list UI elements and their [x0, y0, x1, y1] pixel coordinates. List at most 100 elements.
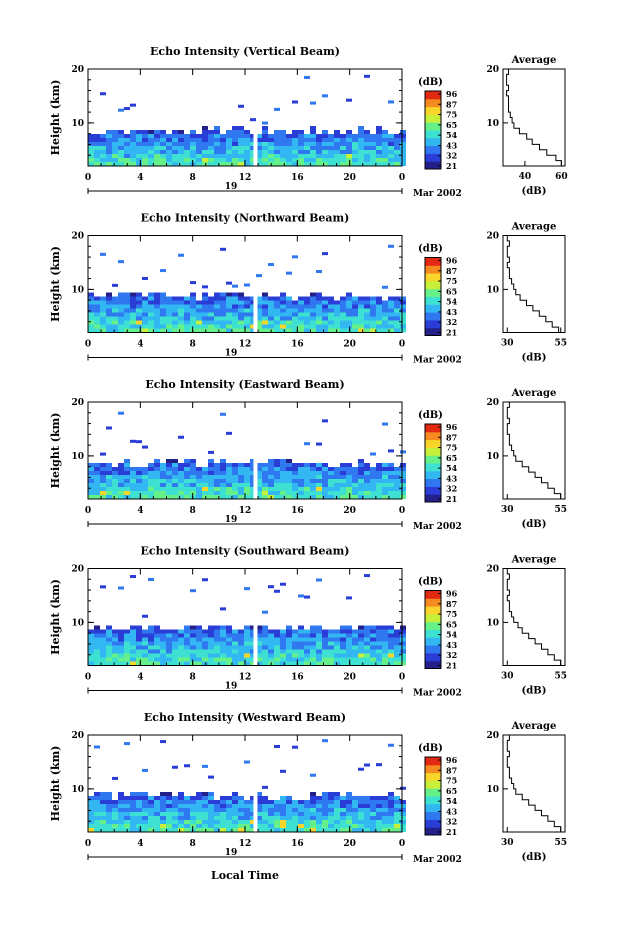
heatmap-cell: [286, 657, 292, 662]
heatmap-cell: [124, 824, 130, 828]
heatmap-cell: [364, 629, 370, 634]
heatmap-cell: [310, 796, 316, 800]
heatmap-cell: [346, 316, 352, 321]
heatmap-cell: [154, 820, 160, 824]
y-axis-label: Height (km): [49, 246, 62, 322]
heatmap-cell: [244, 804, 250, 808]
heatmap-cell: [208, 320, 214, 325]
heatmap-cell: [220, 812, 226, 816]
heatmap-cell: [130, 328, 136, 333]
heatmap-cell: [244, 130, 250, 134]
heatmap-cell: [400, 162, 406, 166]
heatmap-cell: [376, 300, 382, 305]
heatmap-cell: [298, 158, 304, 162]
heatmap-cell: [286, 300, 292, 305]
heatmap-cell: [136, 440, 142, 444]
heatmap-cell: [142, 162, 148, 166]
heatmap-cell: [88, 828, 94, 832]
heatmap-cell: [100, 645, 106, 650]
heatmap-cell: [118, 146, 124, 150]
heatmap-cell: [154, 804, 160, 808]
heatmap-cell: [154, 491, 160, 495]
heatmap-cell: [178, 475, 184, 479]
heatmap-cell: [322, 495, 328, 499]
heatmap-cell: [232, 300, 238, 305]
heatmap-cell: [334, 792, 340, 796]
heatmap-cell: [256, 657, 262, 662]
heatmap-cell: [292, 308, 298, 313]
beam-chart-1: Echo Intensity (Northward Beam)Height (k…: [49, 212, 567, 366]
heatmap-cell: [94, 745, 100, 749]
heatmap-cell: [100, 328, 106, 333]
heatmap-cell: [268, 657, 274, 662]
heatmap-cell: [262, 324, 268, 329]
heatmap-cell: [262, 649, 268, 654]
heatmap-cell: [304, 483, 310, 487]
heatmap-cell: [250, 649, 256, 654]
heatmap-cell: [244, 645, 250, 650]
heatmap-cell: [238, 142, 244, 146]
heatmap-cell: [94, 495, 100, 499]
heatmap-cell: [256, 312, 262, 317]
heatmap-cell: [118, 800, 124, 804]
heatmap-cell: [382, 138, 388, 142]
heatmap-cell: [94, 324, 100, 329]
heatmap-cell: [166, 138, 172, 142]
heatmap-cell: [148, 661, 154, 666]
heatmap-cell: [184, 146, 190, 150]
heatmap-cell: [388, 637, 394, 642]
heatmap-cell: [316, 487, 322, 491]
heatmap-cell: [166, 653, 172, 658]
average-x-tick-label: 55: [554, 838, 567, 848]
heatmap-cell: [394, 633, 400, 638]
heatmap-cell: [124, 300, 130, 305]
heatmap-cell: [298, 475, 304, 479]
heatmap-cell: [250, 800, 256, 804]
heatmap-cell: [382, 134, 388, 138]
heatmap-cell: [262, 162, 268, 166]
heatmap-cell: [190, 625, 196, 630]
colorbar-tick-label: 21: [446, 661, 457, 671]
heatmap-cell: [388, 154, 394, 158]
heatmap-cell: [106, 312, 112, 317]
heatmap-cell: [316, 637, 322, 642]
heatmap-cell: [214, 292, 220, 297]
heatmap-cell: [244, 162, 250, 166]
heatmap-cell: [250, 118, 256, 122]
heatmap-cell: [130, 308, 136, 313]
heatmap-cell: [208, 324, 214, 329]
heatmap-cell: [94, 653, 100, 658]
heatmap-cell: [160, 645, 166, 650]
heatmap-cell: [328, 150, 334, 154]
heatmap-cell: [268, 154, 274, 158]
heatmap-cell: [382, 820, 388, 824]
heatmap-cell: [352, 475, 358, 479]
heatmap-cell: [358, 162, 364, 166]
heatmap-cell: [160, 308, 166, 313]
heatmap-cell: [238, 483, 244, 487]
heatmap-cell: [394, 304, 400, 309]
heatmap-cell: [346, 475, 352, 479]
heatmap-cell: [376, 138, 382, 142]
average-x-tick-label: 55: [554, 505, 567, 515]
heatmap-cell: [238, 162, 244, 166]
heatmap-cell: [196, 479, 202, 483]
heatmap-cell: [358, 316, 364, 321]
heatmap-cell: [100, 300, 106, 305]
heatmap-cell: [298, 296, 304, 301]
heatmap-cell: [178, 657, 184, 662]
heatmap-cell: [208, 312, 214, 317]
heatmap-cell: [202, 657, 208, 662]
heatmap-cell: [214, 475, 220, 479]
heatmap-cell: [142, 146, 148, 150]
heatmap-cell: [346, 312, 352, 317]
heatmap-cell: [370, 134, 376, 138]
heatmap-cell: [388, 138, 394, 142]
heatmap-cell: [130, 820, 136, 824]
heatmap-cell: [166, 487, 172, 491]
heatmap-cell: [370, 154, 376, 158]
heatmap-cell: [400, 296, 406, 301]
heatmap-cell: [262, 800, 268, 804]
colorbar-tick-label: 54: [446, 297, 458, 307]
heatmap-cell: [352, 324, 358, 329]
